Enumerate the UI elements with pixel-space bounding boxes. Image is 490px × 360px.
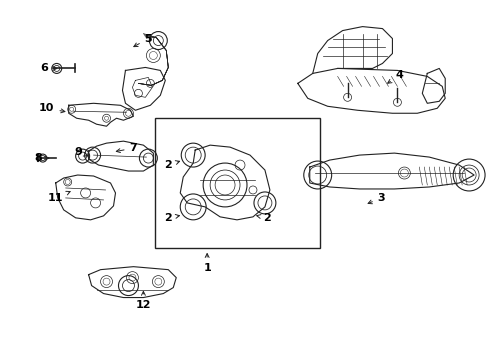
Text: 3: 3 (368, 193, 385, 204)
Text: 1: 1 (203, 253, 211, 273)
Text: 2: 2 (257, 213, 271, 223)
Text: 2: 2 (165, 160, 179, 170)
Text: 5: 5 (134, 33, 152, 47)
Text: 11: 11 (48, 191, 70, 203)
Text: 6: 6 (40, 63, 57, 73)
Text: 8: 8 (34, 153, 49, 163)
Text: 9: 9 (74, 147, 88, 157)
Text: 2: 2 (165, 213, 179, 223)
Text: 7: 7 (116, 143, 137, 153)
Text: 10: 10 (39, 103, 65, 113)
Text: 12: 12 (136, 292, 151, 310)
Bar (155, 118, 319, 248)
Text: 4: 4 (388, 71, 403, 83)
